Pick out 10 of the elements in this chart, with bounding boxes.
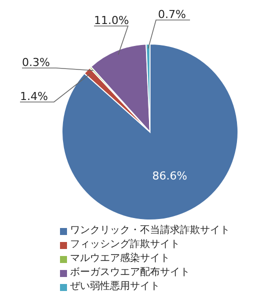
data-label: 1.4%	[20, 90, 48, 103]
data-label: 86.6%	[152, 170, 188, 183]
legend-label: ワンクリック・不当請求詐欺サイト	[70, 224, 230, 238]
legend-label: マルウエア感染サイト	[70, 252, 170, 266]
legend-label: フィッシング詐欺サイト	[70, 238, 180, 252]
data-label: 11.0%	[94, 14, 129, 27]
legend-label: ボーガスウエア配布サイト	[70, 266, 190, 280]
data-label: 0.7%	[158, 8, 186, 21]
legend-label: ぜい弱性悪用サイト	[70, 280, 160, 294]
data-label: 0.3%	[22, 56, 50, 69]
